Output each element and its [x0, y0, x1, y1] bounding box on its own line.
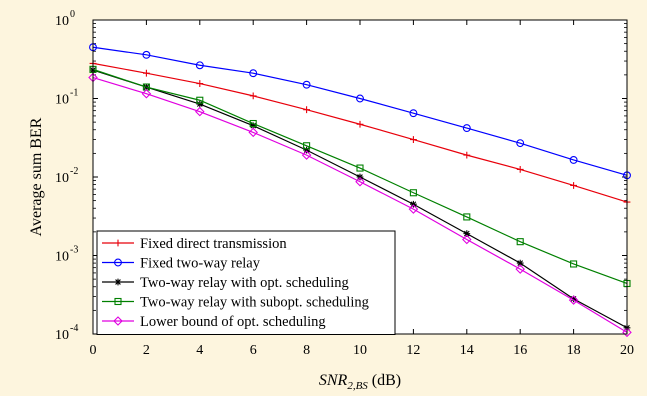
- data-point: [463, 230, 471, 238]
- y-tick-exponent: -3: [70, 245, 78, 256]
- data-point: [249, 69, 258, 78]
- data-point: [462, 124, 471, 133]
- series-line: [92, 68, 628, 285]
- data-point: [196, 100, 204, 108]
- data-point: [568, 295, 579, 305]
- data-point: [409, 109, 418, 118]
- data-point: [463, 213, 471, 221]
- x-tick-label: 2: [143, 343, 150, 358]
- y-tick-base: 10: [55, 250, 69, 265]
- y-tick-base: 10: [55, 328, 69, 343]
- x-axis-label: SNR2,BS (dB): [319, 372, 401, 392]
- data-point: [408, 204, 419, 214]
- y-tick-exponent: -1: [70, 88, 78, 99]
- legend-label: Two-way relay with subopt. scheduling: [140, 295, 369, 311]
- y-tick-label: 10: [55, 171, 69, 186]
- legend-marker: [114, 278, 122, 286]
- y-tick-exponent: 0: [70, 9, 75, 20]
- legend-entry: Fixed two-way relay: [102, 256, 261, 272]
- y-tick-exponent: -2: [70, 166, 78, 177]
- y-tick-base: 10: [55, 171, 69, 186]
- data-point: [249, 92, 257, 100]
- legend-marker: [114, 239, 122, 247]
- legend-entry: Lower bound of opt. scheduling: [102, 314, 326, 330]
- data-point: [570, 182, 577, 189]
- y-tick-label: 10: [55, 250, 69, 265]
- y-axis-label: Average sum BER: [28, 117, 45, 236]
- data-point: [570, 295, 577, 303]
- legend-label: Lower bound of opt. scheduling: [140, 314, 326, 330]
- y-tick-label: 10: [55, 328, 69, 343]
- legend: Fixed direct transmission Fixed two-way r…: [96, 230, 396, 335]
- data-point: [142, 50, 151, 59]
- x-tick-label: 16: [513, 343, 527, 358]
- x-tick-label: 12: [406, 343, 420, 358]
- series-line: [92, 46, 628, 176]
- data-point: [303, 146, 310, 154]
- x-tick-label: 20: [620, 343, 634, 358]
- data-point: [302, 80, 311, 89]
- legend-marker: [114, 297, 122, 306]
- data-point: [622, 327, 632, 338]
- x-tick-label: 6: [250, 343, 257, 358]
- data-point: [249, 122, 257, 130]
- legend-entry: Fixed direct transmission: [102, 236, 287, 252]
- x-tick-label: 8: [303, 343, 310, 358]
- data-point: [410, 136, 417, 143]
- legend-marker: [113, 316, 123, 326]
- data-point: [516, 165, 524, 173]
- data-point: [515, 264, 525, 274]
- data-point: [141, 88, 152, 99]
- legend-entry: Two-way relay with opt. scheduling: [102, 275, 349, 291]
- x-axis-label-unit: (dB): [368, 372, 401, 389]
- y-tick-base: 10: [55, 14, 69, 29]
- data-point: [409, 189, 417, 197]
- legend-marker: [114, 258, 122, 267]
- series-0: [89, 59, 631, 206]
- data-point: [249, 119, 257, 128]
- data-point: [570, 260, 578, 268]
- x-tick-label: 10: [353, 343, 367, 358]
- data-point: [516, 259, 524, 267]
- y-tick-label: 10: [55, 93, 69, 108]
- legend-box: [96, 230, 396, 335]
- series-4: [88, 72, 632, 338]
- y-tick-label: 10: [55, 14, 69, 29]
- legend-label: Fixed direct transmission: [140, 236, 287, 252]
- x-tick-label: 18: [567, 343, 581, 358]
- y-tick-exponent: -4: [70, 323, 78, 334]
- legend-label: Fixed two-way relay: [140, 256, 261, 272]
- data-point: [303, 106, 310, 114]
- data-point: [516, 139, 525, 148]
- data-point: [301, 150, 312, 160]
- data-point: [356, 164, 364, 172]
- data-point: [355, 176, 365, 187]
- data-point: [143, 69, 150, 77]
- data-point: [195, 61, 204, 70]
- data-point: [196, 96, 204, 104]
- data-point: [462, 234, 472, 245]
- data-point: [248, 127, 258, 138]
- data-point: [356, 120, 364, 128]
- y-tick-base: 10: [55, 93, 69, 108]
- x-tick-label: 4: [196, 343, 203, 358]
- data-point: [569, 155, 578, 164]
- x-tick-label: 14: [460, 343, 474, 358]
- series-line: [92, 76, 628, 333]
- data-point: [516, 238, 524, 246]
- legend-entry: Two-way relay with subopt. scheduling: [102, 295, 369, 311]
- data-point: [196, 80, 204, 87]
- x-tick-label: 0: [90, 343, 97, 358]
- x-axis-label-sub: 2,BS: [347, 380, 368, 392]
- x-axis-label-main: SNR: [319, 372, 348, 389]
- data-point: [463, 151, 471, 159]
- legend-label: Two-way relay with opt. scheduling: [140, 275, 349, 291]
- data-point: [410, 200, 417, 208]
- data-point: [195, 106, 205, 117]
- data-point: [303, 142, 311, 150]
- data-point: [356, 94, 364, 103]
